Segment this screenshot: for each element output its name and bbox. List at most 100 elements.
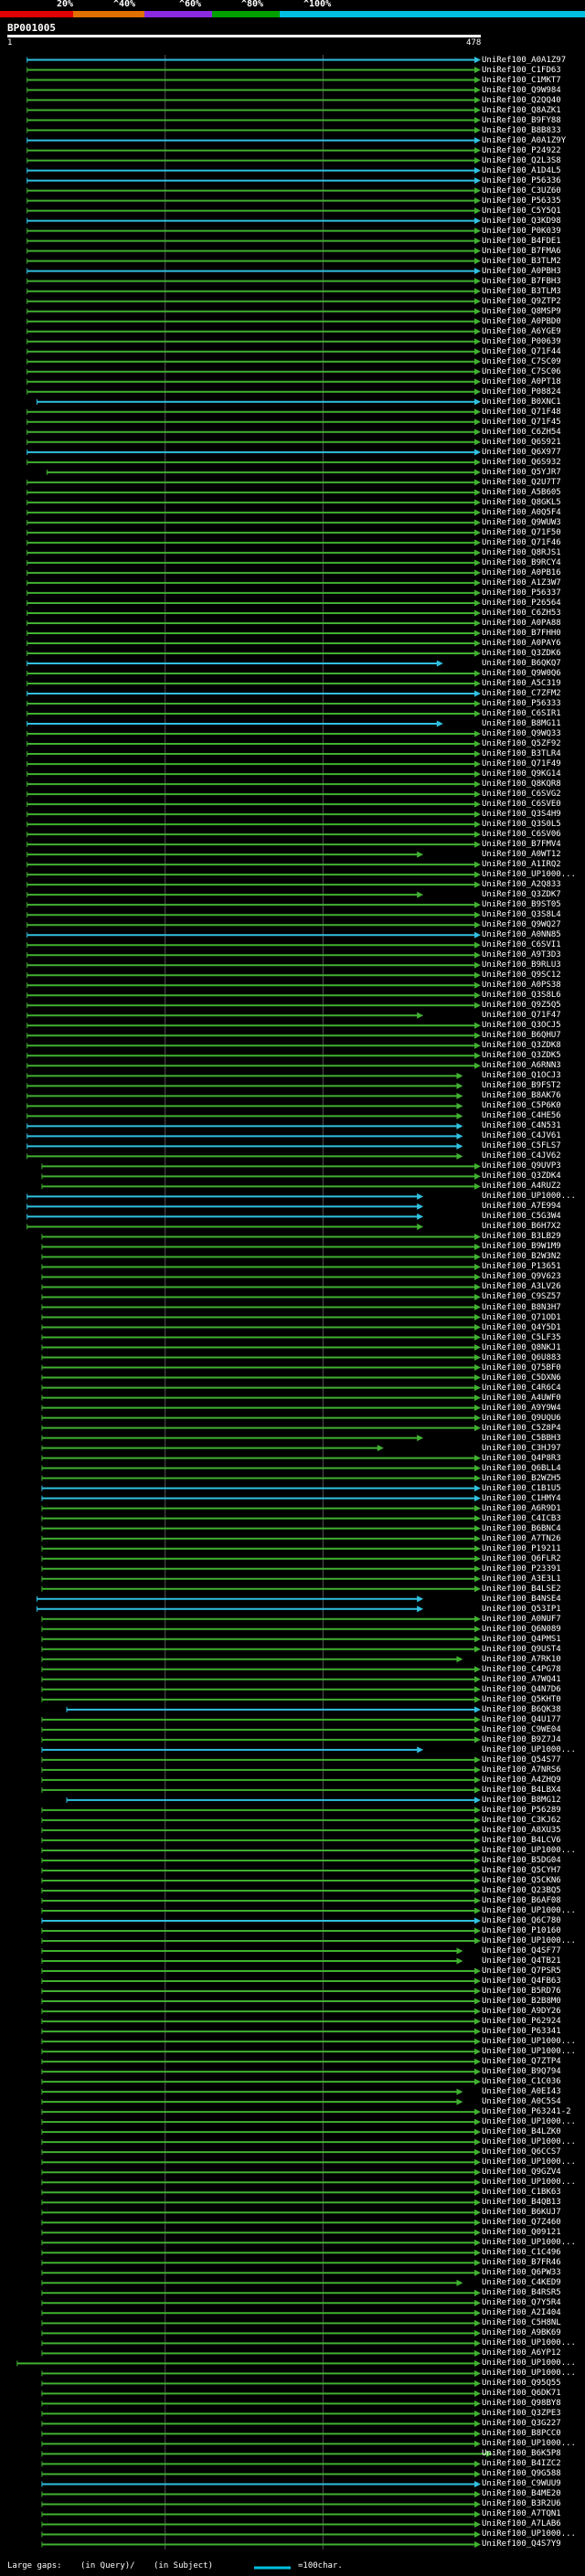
hit-label[interactable]: UniRef100_C5G3W4 (482, 1212, 561, 1222)
hit-label[interactable]: UniRef100_B4NSE4 (482, 1594, 561, 1604)
hit-label[interactable]: UniRef100_A0A1Z9Y (482, 135, 567, 145)
hit-label[interactable]: UniRef100_A6RNN3 (482, 1061, 561, 1071)
hit-label[interactable]: UniRef100_Q5YJR7 (482, 467, 561, 477)
hit-label[interactable]: UniRef100_B9ST05 (482, 900, 561, 910)
hit-label[interactable]: UniRef100_C4JV62 (482, 1151, 561, 1161)
hit-label[interactable]: UniRef100_A9DY26 (482, 2007, 561, 2017)
hit-label[interactable]: UniRef100_P0K039 (482, 226, 561, 236)
hit-label[interactable]: UniRef100_UP1000... (482, 2117, 576, 2127)
hit-label[interactable]: UniRef100_Q3ZDK5 (482, 1051, 561, 1061)
hit-label[interactable]: UniRef100_C3HJ97 (482, 1443, 561, 1453)
hit-label[interactable]: UniRef100_Q6DK71 (482, 2389, 561, 2399)
hit-label[interactable]: UniRef100_Q9UST4 (482, 1644, 561, 1654)
hit-label[interactable]: UniRef100_A7LAB6 (482, 2519, 561, 2529)
hit-label[interactable]: UniRef100_B8PCC0 (482, 2429, 561, 2439)
hit-label[interactable]: UniRef100_A0WT12 (482, 850, 561, 860)
hit-label[interactable]: UniRef100_B9RCY4 (482, 557, 561, 567)
hit-label[interactable]: UniRef100_Q6S921 (482, 437, 561, 447)
hit-label[interactable]: UniRef100_B6H7X2 (482, 1222, 561, 1232)
hit-label[interactable]: UniRef100_P56336 (482, 175, 561, 186)
hit-label[interactable]: UniRef100_UP1000... (482, 1936, 576, 1945)
hit-label[interactable]: UniRef100_A7NRS6 (482, 1765, 561, 1775)
hit-label[interactable]: UniRef100_P26564 (482, 598, 561, 608)
hit-label[interactable]: UniRef100_Q6S932 (482, 457, 561, 467)
hit-label[interactable]: UniRef100_UP1000... (482, 2338, 576, 2348)
hit-label[interactable]: UniRef100_Q2QQ40 (482, 95, 561, 105)
hit-label[interactable]: UniRef100_Q4U177 (482, 1714, 561, 1724)
hit-label[interactable]: UniRef100_Q09121 (482, 2228, 561, 2238)
hit-label[interactable]: UniRef100_Q9V623 (482, 1272, 561, 1282)
hit-label[interactable]: UniRef100_C5Y5Q1 (482, 206, 561, 216)
hit-label[interactable]: UniRef100_Q8AZK1 (482, 105, 561, 115)
hit-label[interactable]: UniRef100_C4N531 (482, 1121, 561, 1131)
hit-label[interactable]: UniRef100_Q3KD98 (482, 216, 561, 226)
hit-label[interactable]: UniRef100_C1BK63 (482, 2188, 561, 2198)
hit-label[interactable]: UniRef100_A6YGE9 (482, 326, 561, 336)
hit-label[interactable]: UniRef100_A9T3D3 (482, 950, 561, 960)
hit-label[interactable]: UniRef100_Q5KHT0 (482, 1694, 561, 1704)
hit-label[interactable]: UniRef100_B6QKQ7 (482, 658, 561, 668)
hit-label[interactable]: UniRef100_P56289 (482, 1805, 561, 1815)
hit-label[interactable]: UniRef100_B7FBH3 (482, 276, 561, 286)
hit-label[interactable]: UniRef100_Q4Y5D1 (482, 1322, 561, 1332)
hit-label[interactable]: UniRef100_C6SVI1 (482, 940, 561, 950)
hit-label[interactable]: UniRef100_C6SV06 (482, 830, 561, 840)
hit-label[interactable]: UniRef100_C7SC09 (482, 356, 561, 366)
hit-label[interactable]: UniRef100_C1C496 (482, 2248, 561, 2258)
hit-label[interactable]: UniRef100_UP1000... (482, 1192, 576, 1202)
hit-label[interactable]: UniRef100_P19211 (482, 1543, 561, 1553)
hit-label[interactable]: UniRef100_Q8KQR8 (482, 779, 561, 790)
hit-label[interactable]: UniRef100_UP1000... (482, 2359, 576, 2369)
hit-label[interactable]: UniRef100_A7RK10 (482, 1654, 561, 1664)
hit-label[interactable]: UniRef100_C6ZH53 (482, 608, 561, 618)
hit-label[interactable]: UniRef100_C5FLS7 (482, 1141, 561, 1151)
hit-label[interactable]: UniRef100_B9Z7J4 (482, 1734, 561, 1744)
hit-label[interactable]: UniRef100_Q71OD1 (482, 1312, 561, 1322)
hit-label[interactable]: UniRef100_Q6FLR2 (482, 1553, 561, 1564)
hit-label[interactable]: UniRef100_Q5ZF92 (482, 739, 561, 749)
hit-label[interactable]: UniRef100_Q9WQ33 (482, 729, 561, 739)
hit-label[interactable]: UniRef100_C5P6K0 (482, 1101, 561, 1111)
hit-label[interactable]: UniRef100_A0Q5F4 (482, 507, 561, 517)
hit-label[interactable]: UniRef100_A0PB16 (482, 567, 561, 578)
hit-label[interactable]: UniRef100_B3R2U6 (482, 2499, 561, 2509)
hit-label[interactable]: UniRef100_Q4SF77 (482, 1946, 561, 1956)
hit-label[interactable]: UniRef100_Q6X977 (482, 447, 561, 457)
hit-label[interactable]: UniRef100_Q3ZDK8 (482, 1041, 561, 1051)
hit-label[interactable]: UniRef100_UP1000... (482, 870, 576, 880)
hit-label[interactable]: UniRef100_B4QB13 (482, 2198, 561, 2208)
hit-label[interactable]: UniRef100_Q2U7T7 (482, 477, 561, 487)
hit-label[interactable]: UniRef100_B0XNC1 (482, 397, 561, 407)
hit-label[interactable]: UniRef100_UP1000... (482, 1744, 576, 1754)
hit-label[interactable]: UniRef100_Q54S77 (482, 1754, 561, 1765)
hit-label[interactable]: UniRef100_Q9W0Q6 (482, 668, 561, 678)
hit-label[interactable]: UniRef100_A3E3L1 (482, 1574, 561, 1584)
hit-label[interactable]: UniRef100_Q9GZV4 (482, 2168, 561, 2178)
hit-label[interactable]: UniRef100_UP1000... (482, 2238, 576, 2248)
hit-label[interactable]: UniRef100_Q53IP1 (482, 1604, 561, 1614)
hit-label[interactable]: UniRef100_P62924 (482, 2017, 561, 2027)
hit-label[interactable]: UniRef100_UP1000... (482, 2529, 576, 2539)
hit-label[interactable]: UniRef100_C1B1U5 (482, 1483, 561, 1493)
hit-label[interactable]: UniRef100_Q3S0L5 (482, 820, 561, 830)
hit-label[interactable]: UniRef100_Q9KG14 (482, 769, 561, 779)
hit-label[interactable]: UniRef100_C1FD63 (482, 65, 561, 75)
hit-label[interactable]: UniRef100_C7ZFM2 (482, 689, 561, 698)
hit-label[interactable]: UniRef100_A4UWF0 (482, 1393, 561, 1403)
hit-label[interactable]: UniRef100_A7WQ41 (482, 1674, 561, 1684)
hit-label[interactable]: UniRef100_UP1000... (482, 1905, 576, 1915)
hit-label[interactable]: UniRef100_Q4N7D6 (482, 1684, 561, 1694)
hit-label[interactable]: UniRef100_Q9WUW3 (482, 517, 561, 527)
hit-label[interactable]: UniRef100_A0PT18 (482, 376, 561, 387)
hit-label[interactable]: UniRef100_Q5CKN6 (482, 1875, 561, 1885)
hit-label[interactable]: UniRef100_Q3ZDK7 (482, 890, 561, 900)
hit-label[interactable]: UniRef100_B7FMA6 (482, 246, 561, 256)
hit-label[interactable]: UniRef100_Q71F49 (482, 759, 561, 769)
hit-label[interactable]: UniRef100_Q8RJS1 (482, 547, 561, 557)
hit-label[interactable]: UniRef100_P63241-2 (482, 2107, 571, 2117)
hit-label[interactable]: UniRef100_Q71F44 (482, 346, 561, 356)
hit-label[interactable]: UniRef100_A5C319 (482, 679, 561, 688)
hit-label[interactable]: UniRef100_Q9UVP3 (482, 1161, 561, 1171)
hit-label[interactable]: UniRef100_A2I404 (482, 2308, 561, 2318)
hit-label[interactable]: UniRef100_A0NUF7 (482, 1614, 561, 1624)
